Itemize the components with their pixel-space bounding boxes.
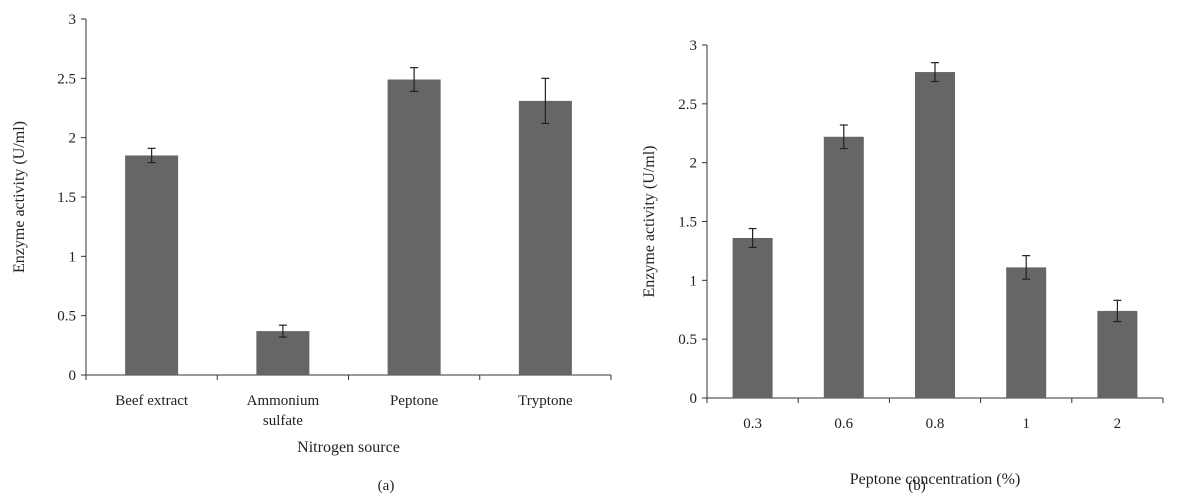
y-axis-title: Enzyme activity (U/ml): [641, 146, 658, 298]
x-tick-label: 1: [1022, 416, 1030, 432]
x-axis-title: Nitrogen source: [297, 439, 400, 456]
x-tick-label: Peptone: [390, 393, 439, 409]
bar: [387, 79, 441, 376]
y-tick-label: 3: [69, 12, 77, 28]
y-tick-label: 0: [690, 391, 698, 407]
x-tick-label: 0.3: [743, 416, 762, 432]
y-tick-label: 0.5: [57, 309, 76, 325]
y-tick-label: 1.5: [678, 215, 697, 231]
x-tick-label: 0.8: [926, 416, 945, 432]
bar: [823, 136, 864, 398]
y-tick-label: 1: [690, 273, 698, 289]
x-tick-label: Tryptone: [518, 393, 573, 409]
chart-panel-b: 0 0.5 1 1.5 2 2.5 3 0.3 0.6 0.8 1 2 Enzyme activity …: [641, 38, 1164, 494]
y-tick-label: 1: [69, 249, 77, 265]
y-tick-label: 2.5: [678, 97, 697, 113]
panel-label: (a): [378, 478, 395, 494]
bar: [915, 72, 955, 399]
bar: [732, 237, 773, 398]
y-tick-label: 3: [690, 38, 698, 54]
y-tick-label: 2: [69, 131, 77, 147]
bar: [125, 155, 179, 375]
y-tick-label: 1.5: [57, 190, 76, 206]
bar: [1006, 267, 1047, 398]
x-axis-title: Peptone concentration (%): [850, 471, 1021, 488]
y-tick-label: 0: [69, 368, 77, 384]
bar: [518, 100, 572, 375]
bar: [1097, 310, 1138, 398]
chart-panel-a: 0 0.5 1 1.5 2 2.5 3 Beef extract Ammonium sulfate…: [11, 12, 612, 494]
y-tick-label: 2.5: [57, 71, 76, 87]
y-tick-label: 0.5: [678, 332, 697, 348]
y-tick-label: 2: [690, 156, 698, 172]
x-tick-label: 0.6: [834, 416, 853, 432]
x-tick-label: 2: [1114, 416, 1122, 432]
x-tick-label: Beef extract: [115, 393, 189, 409]
x-tick-label: Ammonium sulfate: [247, 393, 320, 429]
bar: [256, 331, 310, 375]
panel-label: (b): [908, 478, 926, 494]
y-axis-title: Enzyme activity (U/ml): [11, 121, 28, 273]
